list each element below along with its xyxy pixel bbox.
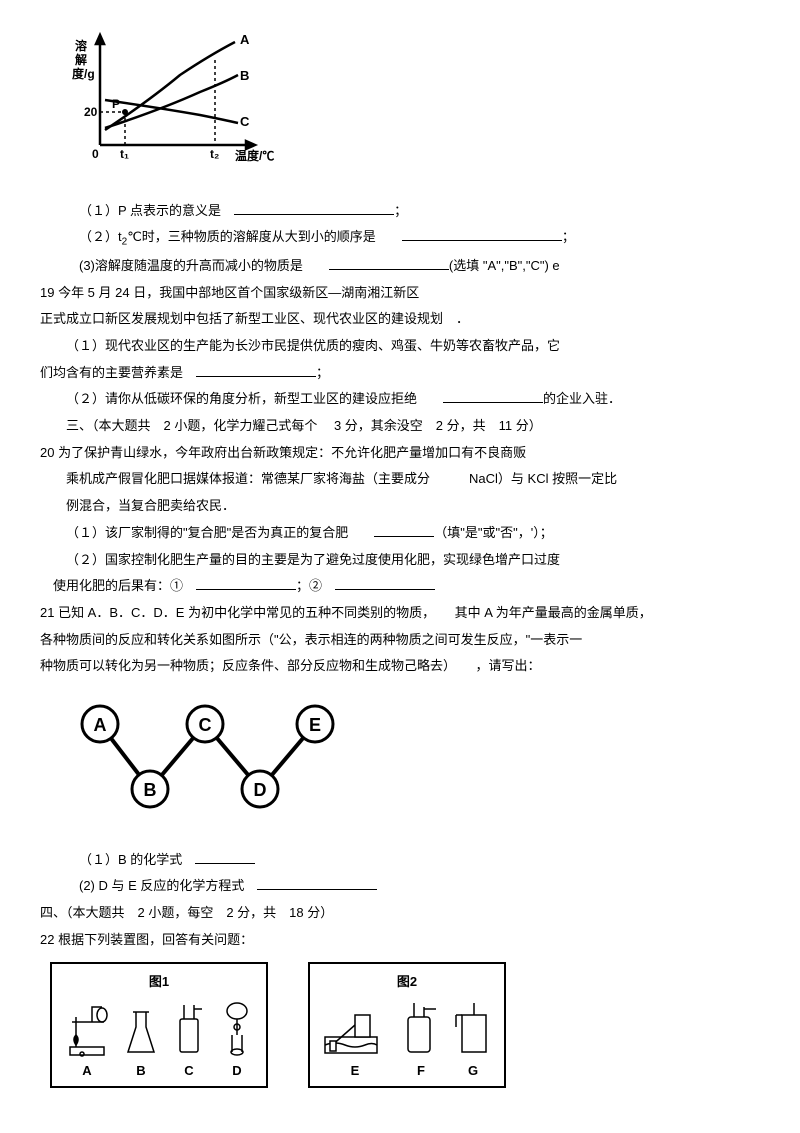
svg-text:t₂: t₂	[210, 147, 219, 161]
figure-2: 图2 E F	[308, 962, 506, 1087]
svg-text:解: 解	[75, 52, 87, 67]
svg-text:B: B	[144, 780, 157, 800]
q22: 22 根据下列装置图，回答有关问题：	[40, 928, 750, 953]
q19-line2: 正式成立口新区发展规划中包括了新型工业区、现代农业区的建设规划 ．	[40, 307, 750, 332]
fig2-label: 图2	[397, 970, 417, 995]
q20-line2: 乘机成产假冒化肥口据媒体报道：常德某厂家将海盐（主要成分 NaCl）与 KCl …	[40, 467, 750, 492]
q21-a: 21 已知 A．B．C．D．E 为初中化学中常见的五种不同类别的物质， 其中 A…	[40, 601, 750, 626]
svg-text:0: 0	[92, 147, 99, 161]
svg-text:B: B	[240, 68, 249, 83]
apparatus-d: D	[218, 997, 256, 1084]
svg-text:20: 20	[84, 105, 98, 119]
svg-text:t₁: t₁	[120, 147, 129, 161]
q18-2: （２）t2℃时，三种物质的溶解度从大到小的顺序是 ；	[40, 225, 750, 252]
solubility-graph: 溶 解 度/g 20 0 t₁ t₂ 温度/℃ A B C P	[70, 30, 750, 179]
apparatus-g: G	[452, 997, 494, 1084]
apparatus-b: B	[122, 997, 160, 1084]
svg-text:E: E	[309, 715, 321, 735]
svg-text:度/g: 度/g	[72, 66, 95, 81]
q21-1: （１）B 的化学式	[40, 848, 750, 873]
section-4: 四、（本大题共 2 小题，每空 2 分，共 18 分）	[40, 901, 750, 926]
apparatus-figures: 图1 A B	[50, 962, 750, 1087]
svg-text:溶: 溶	[75, 38, 87, 53]
q20-line3: 例混合，当复合肥卖给农民．	[40, 494, 750, 519]
svg-text:A: A	[94, 715, 107, 735]
apparatus-f: F	[400, 997, 442, 1084]
q20-head: 20 为了保护青山绿水，今年政府出台新政策规定：不允许化肥产量增加口有不良商贩	[40, 441, 750, 466]
svg-text:C: C	[240, 114, 250, 129]
section-3: 三、（本大题共 2 小题，化学力耀己式每个 3 分，其余没空 2 分，共 11 …	[40, 414, 750, 439]
reaction-network-diagram: A C E B D	[70, 694, 750, 833]
apparatus-a: A	[62, 997, 112, 1084]
q21-d: 种物质可以转化为另一种物质；反应条件、部分反应物和生成物己略去） ，请写出：	[40, 654, 750, 679]
apparatus-c: C	[170, 997, 208, 1084]
q19-head: 19 今年 5 月 24 日，我国中部地区首个国家级新区—湖南湘江新区	[40, 281, 750, 306]
q21-2: (2) D 与 E 反应的化学方程式	[40, 874, 750, 899]
q19-1a: （１）现代农业区的生产能为长沙市民提供优质的瘦肉、鸡蛋、牛奶等农畜牧产品，它	[40, 334, 750, 359]
fig1-label: 图1	[149, 970, 169, 995]
q19-2: （２）请你从低碳环保的角度分析，新型工业区的建设应拒绝 的企业入驻．	[40, 387, 750, 412]
svg-text:P: P	[112, 97, 120, 111]
q18-1: （１）P 点表示的意义是 ；	[40, 199, 750, 224]
svg-text:A: A	[240, 32, 250, 47]
svg-text:C: C	[199, 715, 212, 735]
q21-c: 各种物质间的反应和转化关系如图所示（"公，表示相连的两种物质之间可发生反应，"一…	[40, 628, 750, 653]
q18-3: (3)溶解度随温度的升高而减小的物质是 (选填 "A","B","C") e	[40, 254, 750, 279]
q20-2b: 使用化肥的后果有：① ；②	[40, 574, 750, 599]
figure-1: 图1 A B	[50, 962, 268, 1087]
q20-2a: （２）国家控制化肥生产量的目的主要是为了避免过度使用化肥，实现绿色增产口过度	[40, 548, 750, 573]
q20-1: （１）该厂家制得的"复合肥"是否为真正的复合肥 （填"是"或"否"，'）；	[40, 521, 750, 546]
svg-text:温度/℃: 温度/℃	[235, 148, 274, 163]
q19-1b: 们均含有的主要营养素是 ；	[40, 361, 750, 386]
svg-text:D: D	[254, 780, 267, 800]
apparatus-e: E	[320, 997, 390, 1084]
